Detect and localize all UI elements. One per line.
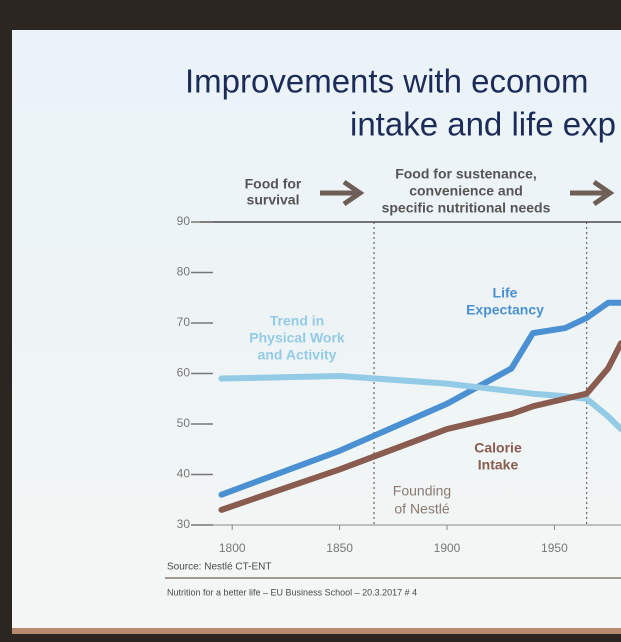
series-label: Life [493,285,518,301]
x-tick-label: 1850 [326,541,353,555]
y-tick-label: 40 [177,467,191,481]
annotation: Founding [393,483,451,499]
y-tick-label: 90 [177,214,191,228]
y-tick-label: 80 [177,265,191,279]
chart: Improvements with econom intake and life… [0,0,621,642]
phase-label: convenience and [409,183,523,199]
footer: Nutrition for a better life – EU Busines… [167,587,417,597]
title-line: Improvements with econom [185,63,589,100]
phase-label: specific nutritional needs [382,200,551,216]
phase-label: Food for [245,176,302,192]
y-tick-label: 70 [177,315,191,329]
phase-label: survival [247,192,300,208]
y-tick-label: 60 [177,366,191,380]
slide-edge [12,628,621,634]
x-tick-label: 1900 [434,541,461,555]
y-tick-label: 50 [177,416,191,430]
series-label: and Activity [258,347,337,363]
x-tick-label: 1950 [541,541,568,555]
series-label: Physical Work [249,330,345,346]
source: Source: Nestlé CT-ENT [167,562,271,573]
page: Improvements with econom intake and life… [0,0,621,642]
annotation: of Nestlé [394,501,449,517]
series-label: Trend in [270,313,324,329]
series-label: Intake [478,457,519,473]
x-tick-label: 1800 [219,541,246,555]
title-line: intake and life exp [350,106,616,143]
series-label: Expectancy [466,302,544,318]
phase-label: Food for sustenance, [395,166,537,182]
y-tick-label: 30 [177,517,191,531]
series-label: Calorie [474,440,522,456]
